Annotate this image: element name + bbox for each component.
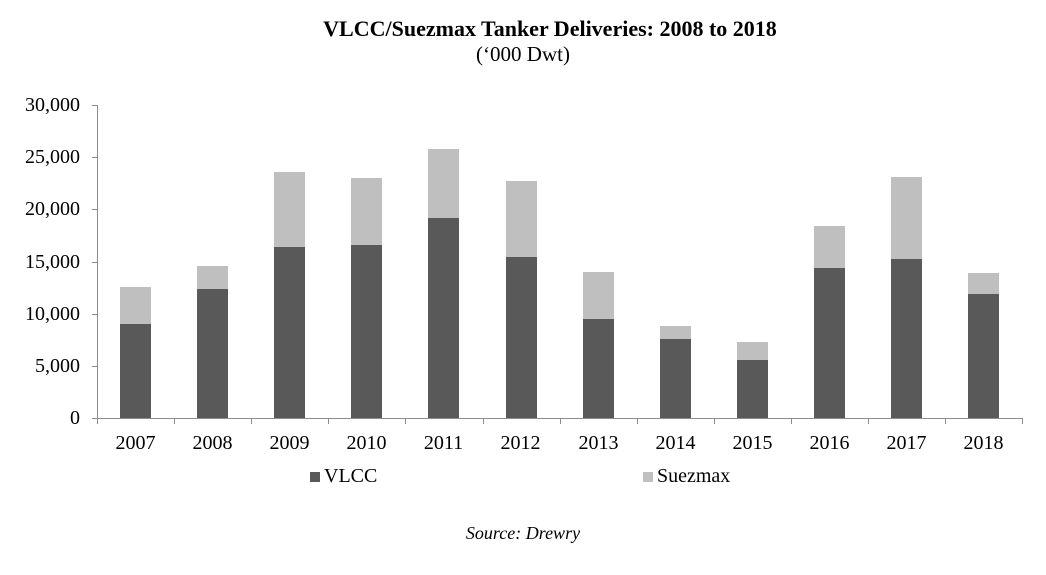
chart-subtitle: (‘000 Dwt) [476, 42, 570, 66]
x-tick-label: 2008 [192, 432, 233, 454]
x-tick-label: 2009 [269, 432, 310, 454]
x-tick-label: 2010 [346, 432, 387, 454]
x-axis [97, 418, 1022, 419]
y-tick-label: 5,000 [35, 354, 80, 377]
x-tick-mark [868, 418, 869, 424]
bar-suezmax-2013 [583, 271, 614, 319]
bar-suezmax-2016 [814, 226, 845, 269]
x-tick-label: 2018 [963, 432, 1004, 454]
bar-vlcc-2009 [274, 247, 305, 418]
legend-swatch-icon [310, 471, 320, 482]
source-note: Source: Drewry [465, 523, 581, 543]
bar-vlcc-2014 [660, 338, 691, 418]
bar-vlcc-2007 [120, 324, 151, 418]
x-tick-mark [637, 418, 638, 424]
y-tick-label: 30,000 [25, 94, 80, 116]
legend-item-vlcc: VLCC [310, 465, 377, 488]
x-tick-label: 2015 [732, 432, 773, 454]
bar-suezmax-2012 [506, 181, 537, 258]
x-tick-mark [714, 418, 715, 424]
bar-vlcc-2012 [506, 257, 537, 418]
bar-vlcc-2015 [737, 359, 768, 418]
x-tick-label: 2014 [655, 432, 696, 454]
x-tick-label: 2011 [423, 432, 464, 454]
x-tick-mark [483, 418, 484, 424]
y-tick-mark [92, 157, 97, 158]
y-tick-mark [92, 262, 97, 263]
x-tick-label: 2016 [809, 432, 850, 454]
x-tick-mark [405, 418, 406, 424]
bar-vlcc-2013 [583, 318, 614, 418]
y-tick-label: 10,000 [25, 302, 80, 325]
legend-swatch-icon [643, 471, 653, 482]
chart-title: VLCC/Suezmax Tanker Deliveries: 2008 to … [323, 16, 777, 41]
x-tick-mark [560, 418, 561, 424]
bar-vlcc-2016 [814, 268, 845, 418]
x-tick-label: 2013 [578, 432, 619, 454]
bar-vlcc-2018 [968, 293, 999, 418]
y-tick-mark [92, 366, 97, 367]
bar-suezmax-2007 [120, 286, 151, 325]
y-tick-mark [92, 418, 97, 419]
x-tick-mark [174, 418, 175, 424]
x-tick-label: 2012 [500, 432, 541, 454]
x-tick-label: 2007 [115, 432, 156, 454]
legend-label: Suezmax [657, 465, 731, 487]
y-tick-label: 25,000 [25, 146, 80, 169]
bar-vlcc-2011 [428, 218, 459, 418]
legend-item-suezmax: Suezmax [643, 465, 730, 488]
bar-vlcc-2017 [891, 259, 922, 418]
bar-suezmax-2017 [891, 176, 922, 260]
x-tick-mark [945, 418, 946, 424]
bar-suezmax-2011 [428, 149, 459, 219]
x-tick-mark [328, 418, 329, 424]
bar-suezmax-2010 [351, 178, 382, 246]
bar-suezmax-2009 [274, 172, 305, 248]
bar-suezmax-2018 [968, 273, 999, 294]
x-tick-mark [251, 418, 252, 424]
y-axis [97, 105, 98, 419]
legend-label: VLCC [324, 465, 378, 487]
bar-vlcc-2008 [197, 288, 228, 418]
bar-suezmax-2008 [197, 265, 228, 289]
bar-vlcc-2010 [351, 245, 382, 418]
y-tick-label: 20,000 [25, 198, 80, 221]
x-tick-mark [1022, 418, 1023, 424]
y-tick-mark [92, 314, 97, 315]
x-tick-mark [791, 418, 792, 424]
bar-suezmax-2015 [737, 341, 768, 360]
y-tick-mark [92, 209, 97, 210]
y-tick-mark [92, 105, 97, 106]
x-tick-label: 2017 [886, 432, 927, 454]
x-tick-mark [97, 418, 98, 424]
bar-suezmax-2014 [660, 325, 691, 339]
y-tick-label: 0 [70, 407, 80, 429]
y-tick-label: 15,000 [25, 250, 80, 273]
